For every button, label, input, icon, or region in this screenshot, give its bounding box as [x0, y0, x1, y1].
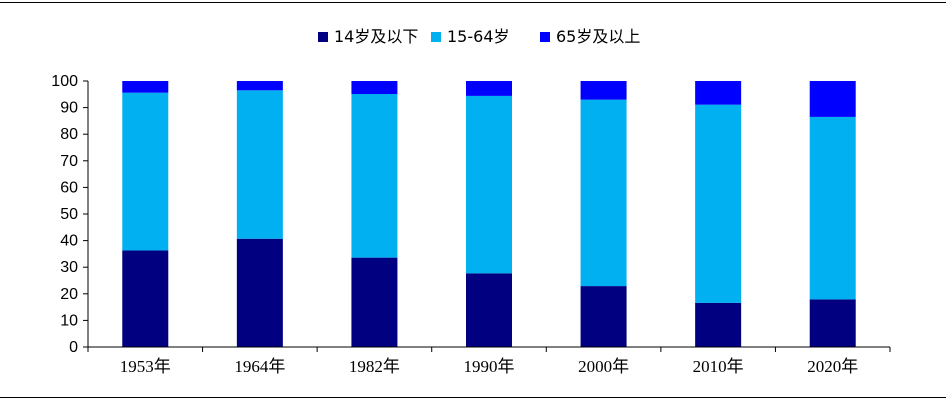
y-tick-label: 60 [60, 179, 78, 196]
bar-segment [236, 81, 283, 91]
bars [122, 81, 856, 347]
legend: 14岁及以下 15-64岁 65岁及以上 [318, 27, 640, 46]
bar-segment [695, 81, 742, 105]
top-border-line [0, 2, 946, 3]
bar-segment [236, 90, 283, 239]
bar-segment [809, 116, 856, 300]
bar-segment [580, 286, 627, 347]
bar-segment [466, 95, 512, 274]
legend-swatch [431, 32, 441, 42]
y-tick-label: 70 [60, 153, 78, 170]
bottom-border-line [0, 397, 946, 398]
y-tick-label: 90 [60, 100, 78, 117]
legend-label: 15-64岁 [447, 27, 510, 46]
legend-item: 65岁及以上 [540, 27, 640, 46]
x-tick-label: 2020年 [807, 357, 858, 376]
bar-segment [351, 257, 398, 347]
bar-segment [809, 299, 856, 347]
bar-segment [351, 94, 398, 258]
x-tick-label: 1990年 [464, 357, 515, 376]
y-tick-label: 80 [60, 126, 78, 143]
x-tick-label: 1953年 [120, 357, 171, 376]
y-tick-label: 100 [51, 73, 78, 90]
bar-segment [351, 81, 398, 95]
legend-label: 14岁及以下 [334, 27, 418, 46]
x-tick-label: 1982年 [349, 357, 400, 376]
legend-label: 65岁及以上 [556, 27, 640, 46]
x-tick-label: 2010年 [693, 357, 744, 376]
y-tick-label: 20 [60, 286, 78, 303]
bar-segment [466, 273, 512, 347]
bar-segment [695, 104, 742, 303]
bar-segment [122, 250, 169, 347]
bar-segment [580, 99, 627, 287]
bar-segment [466, 81, 512, 96]
bar-segment [122, 81, 169, 93]
bar-segment [580, 81, 627, 100]
axes: 0 10 20 30 40 50 60 70 80 90 100 1953年 1964年 1982年 199… [51, 73, 891, 376]
bar-segment [809, 81, 856, 117]
y-tick-label: 40 [60, 233, 78, 250]
legend-item: 14岁及以下 [318, 27, 418, 46]
y-tick-label: 30 [60, 259, 78, 276]
legend-swatch [540, 32, 550, 42]
y-tick-label: 0 [69, 339, 78, 356]
y-tick-label: 50 [60, 206, 78, 223]
y-tick-label: 10 [60, 312, 78, 329]
bar-segment [695, 302, 742, 347]
legend-item: 15-64岁 [431, 27, 510, 46]
x-tick-label: 1964年 [234, 357, 285, 376]
legend-swatch [318, 32, 328, 42]
bar-segment [122, 92, 169, 251]
x-tick-label: 2000年 [578, 357, 629, 376]
bar-segment [236, 238, 283, 347]
